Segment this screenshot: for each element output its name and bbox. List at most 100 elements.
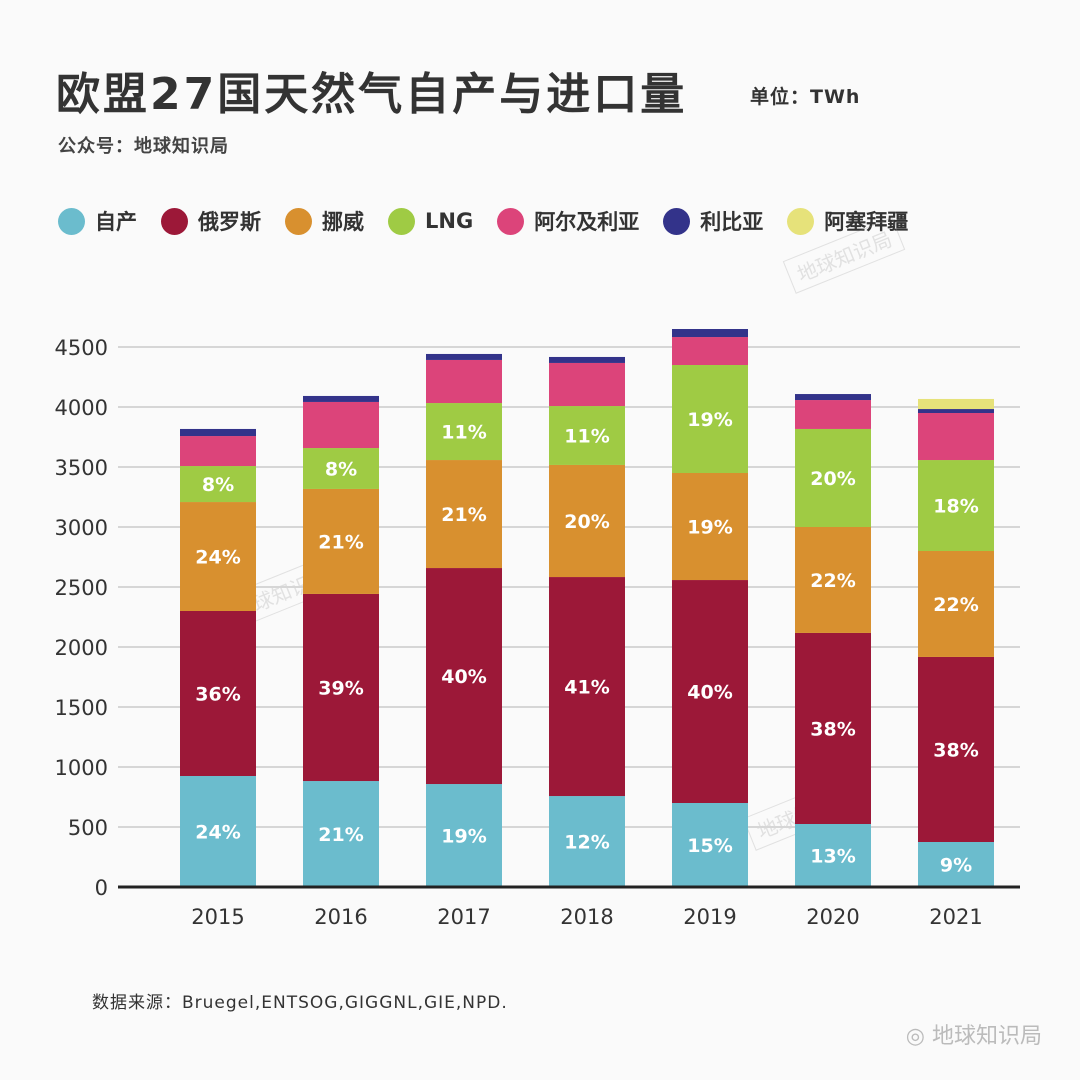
bar-segment: [180, 428, 256, 437]
bar-segment: [795, 527, 871, 633]
x-tick-label: 2017: [437, 905, 490, 929]
legend-swatch: [663, 207, 691, 235]
bar-segment: [795, 394, 871, 401]
bar-segment: [426, 568, 502, 785]
bar-segment: [672, 473, 748, 581]
y-tick-label: 0: [95, 876, 108, 900]
bar-segment: [303, 395, 379, 402]
bar-segment: [918, 409, 994, 413]
bar-segment: [180, 436, 256, 467]
legend-swatch: [58, 207, 85, 235]
bar-segment: [303, 488, 379, 594]
y-tick-label: 2000: [55, 636, 108, 660]
x-tick-label: 2016: [314, 905, 367, 929]
bar-segment: [549, 362, 625, 407]
brand-name: 地球知识局: [931, 1024, 1042, 1049]
data-label: 11%: [564, 426, 609, 448]
data-label: 21%: [318, 824, 363, 846]
legend-label: 阿塞拜疆: [824, 210, 909, 234]
bar-segment: [426, 784, 502, 887]
legend-label: LNG: [425, 209, 474, 233]
legend-item: 挪威: [285, 206, 364, 236]
legend-swatch: [497, 207, 525, 235]
data-label: 15%: [687, 835, 732, 857]
data-label: 22%: [933, 594, 978, 616]
legend-swatch: [161, 207, 188, 235]
bar-segment: [918, 656, 994, 842]
data-label: 22%: [810, 570, 855, 592]
data-label: 8%: [202, 474, 234, 496]
data-label: 12%: [564, 832, 609, 854]
data-label: 21%: [441, 504, 486, 526]
bar-segment: [303, 401, 379, 449]
data-label: 39%: [318, 678, 363, 700]
bar-segment: [918, 398, 994, 410]
legend-swatch: [388, 207, 415, 235]
y-tick-label: 4500: [55, 336, 108, 360]
bar-segment: [426, 359, 502, 404]
legend-item: 阿尔及利亚: [497, 206, 639, 236]
bar-segment: [672, 365, 748, 473]
data-label: 8%: [325, 459, 357, 481]
bar-segment: [426, 353, 502, 360]
legend-label: 自产: [95, 210, 137, 234]
x-tick-label: 2020: [806, 905, 859, 929]
data-label: 38%: [810, 718, 855, 740]
y-tick-label: 500: [68, 816, 108, 840]
bar-segment: [795, 632, 871, 824]
legend-label: 利比亚: [700, 210, 764, 234]
legend: 自产 俄罗斯 挪威 LNG 阿尔及利亚 利比亚 阿塞拜疆: [58, 206, 932, 236]
legend-item: 自产: [58, 206, 137, 236]
data-label: 36%: [195, 684, 240, 706]
y-tick-label: 3500: [55, 456, 108, 480]
x-tick-label: 2015: [191, 905, 244, 929]
bar-segment: [549, 356, 625, 363]
bar-segment: [918, 842, 994, 887]
bar-segment: [672, 803, 748, 887]
y-tick-label: 1000: [55, 756, 108, 780]
chart-title: 欧盟27国天然气自产与进口量: [56, 69, 688, 120]
bar-segment: [672, 580, 748, 803]
bar-segment: [549, 464, 625, 578]
bar-segment: [303, 593, 379, 782]
bar-segment: [180, 502, 256, 611]
data-label: 38%: [933, 739, 978, 761]
data-label: 13%: [810, 846, 855, 868]
data-label: 24%: [195, 547, 240, 569]
bar-segment: [303, 781, 379, 887]
data-label: 11%: [441, 422, 486, 444]
y-tick-label: 1500: [55, 696, 108, 720]
bar-segment: [795, 400, 871, 429]
legend-label: 挪威: [322, 210, 364, 234]
data-label: 40%: [441, 666, 486, 688]
bar-segment: [180, 466, 256, 503]
legend-label: 阿尔及利亚: [534, 210, 640, 234]
bar-segment: [795, 824, 871, 887]
legend-swatch: [787, 207, 815, 235]
bar-segment: [549, 406, 625, 465]
bar-segment: [918, 551, 994, 657]
bar-segment: [180, 611, 256, 776]
x-tick-label: 2018: [560, 905, 613, 929]
wechat-icon: ◎: [905, 1024, 925, 1049]
x-tick-label: 2021: [929, 905, 982, 929]
bar-segment: [918, 460, 994, 551]
unit-label: 单位：TWh: [750, 86, 861, 108]
legend-item: 利比亚: [663, 206, 763, 236]
data-label: 19%: [687, 409, 732, 431]
data-label: 41%: [564, 677, 609, 699]
y-tick-label: 2500: [55, 576, 108, 600]
bar-segment: [180, 776, 256, 887]
data-label: 40%: [687, 682, 732, 704]
bar-segment: [426, 460, 502, 569]
bar-segment: [672, 329, 748, 338]
legend-item: 阿塞拜疆: [787, 206, 908, 236]
source-note: 数据来源：Bruegel,ENTSOG,GIGGNL,GIE,NPD.: [92, 993, 508, 1013]
legend-swatch: [285, 207, 312, 235]
y-tick-label: 3000: [55, 516, 108, 540]
x-tick-label: 2019: [683, 905, 736, 929]
bar-segment: [549, 577, 625, 797]
data-label: 20%: [810, 468, 855, 490]
data-label: 9%: [940, 855, 972, 877]
